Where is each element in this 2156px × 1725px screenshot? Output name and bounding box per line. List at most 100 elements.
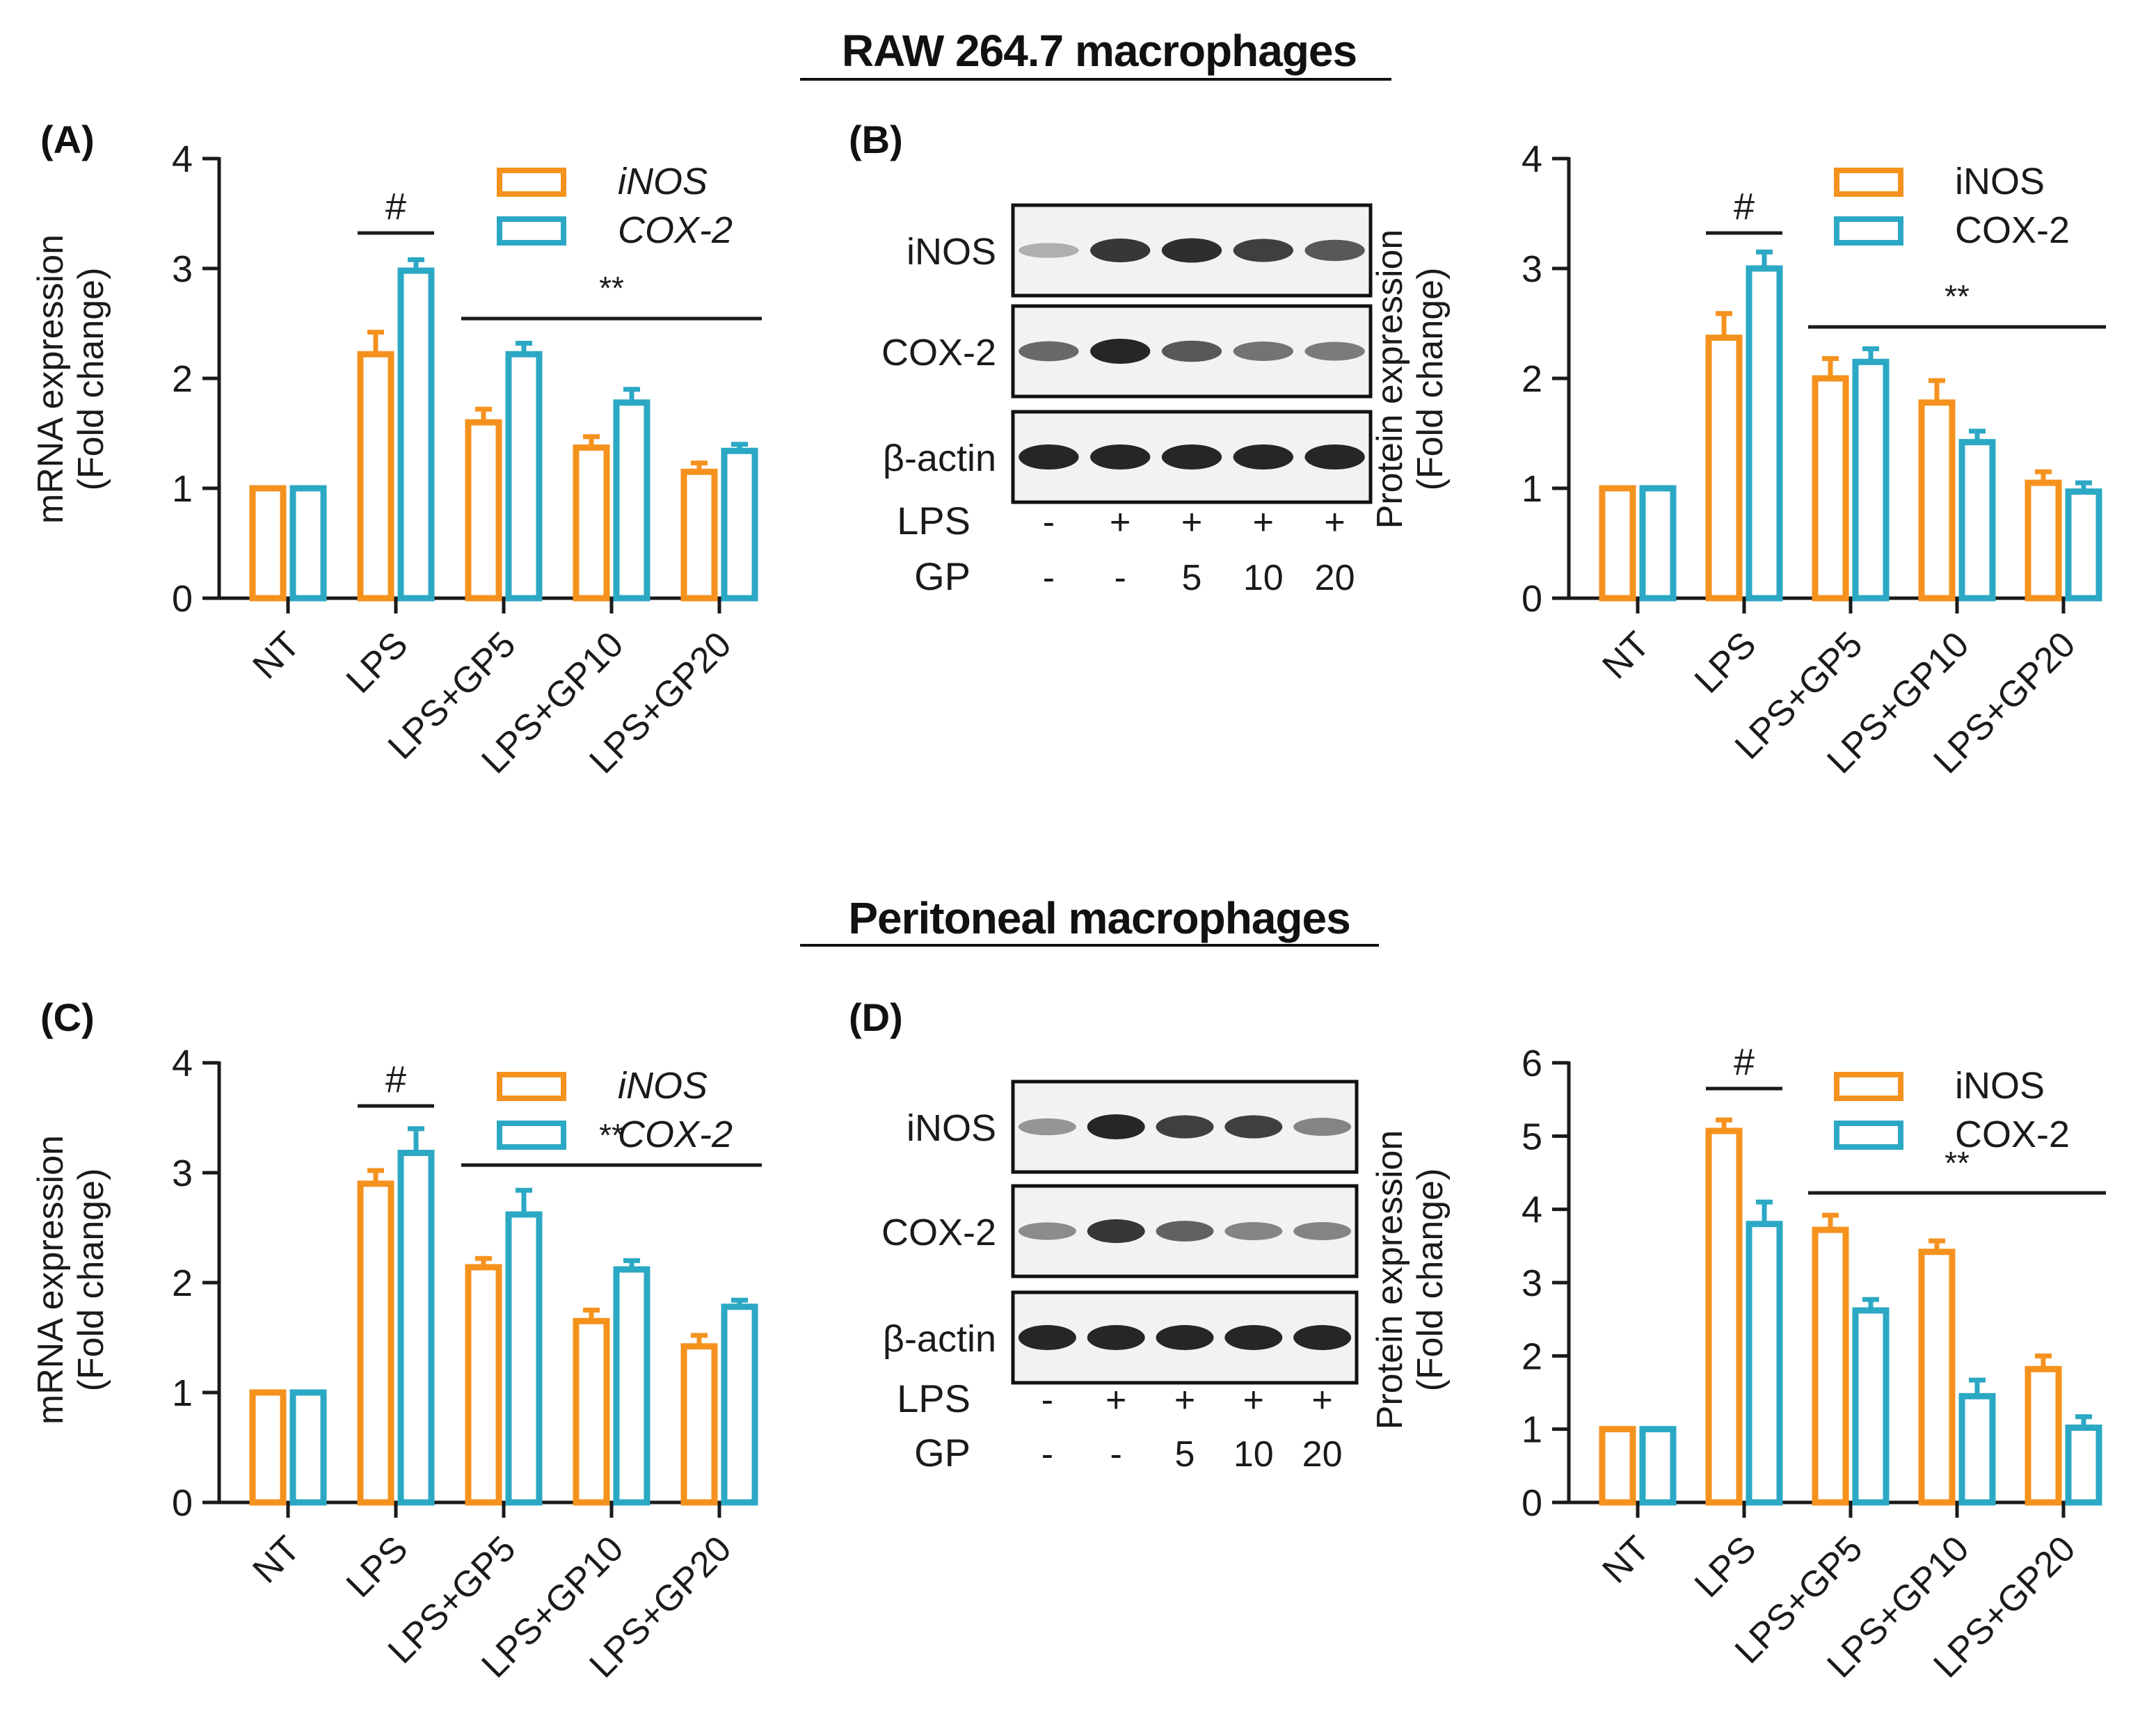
panel-label-d: (D)	[849, 995, 903, 1039]
blot-band	[1087, 1114, 1145, 1139]
chart-d: 0 1 2 3 4 5 6 Protein expression(Fold change) NT…	[1370, 1041, 2106, 1685]
treatment-value: 10	[1233, 1434, 1274, 1475]
bar-cox2-lps	[1746, 265, 1783, 602]
bar-cox2-lpsgp10	[1958, 439, 1996, 602]
y-tick-label: 2	[1522, 1335, 1542, 1377]
y-tick-label: 2	[172, 358, 193, 400]
bar-inos-lpsgp10	[1918, 1249, 1956, 1506]
y-tick-label: 3	[172, 248, 193, 290]
blot-band	[1156, 1325, 1214, 1350]
blot-band	[1090, 444, 1151, 470]
blot-row-label: COX-2	[881, 1212, 996, 1253]
legend-swatch	[497, 168, 566, 197]
bar-inos-lpsgp5	[1812, 1226, 1849, 1506]
bar-cox2-lpsgp5	[505, 1211, 543, 1506]
bar-cox2-lpsgp20	[721, 1303, 758, 1506]
blot-band	[1161, 238, 1222, 263]
y-tick-label: 1	[1522, 468, 1542, 510]
significance-hash: #	[385, 186, 406, 227]
bar-cox2-lps	[397, 1150, 435, 1506]
y-tick-label: 2	[1522, 358, 1542, 400]
treatment-value: +	[1105, 1380, 1126, 1420]
blot-band	[1018, 1118, 1076, 1136]
bar-inos-lps	[1705, 335, 1743, 602]
bar-inos-lpsgp5	[465, 419, 502, 602]
legend-label: COX-2	[1955, 209, 2070, 251]
y-tick-label: 1	[1522, 1409, 1542, 1451]
bar-inos-nt	[1599, 485, 1636, 602]
legend-swatch	[1834, 216, 1903, 246]
treatment-value: -	[1041, 1434, 1053, 1475]
bar-inos-lps	[357, 1180, 394, 1506]
bar-inos-lpsgp20	[2025, 1365, 2062, 1506]
y-tick-label: 3	[1522, 1262, 1542, 1304]
x-tick-label: NT	[245, 624, 308, 687]
y-tick-label: 5	[1522, 1116, 1542, 1157]
bar-cox2-lpsgp5	[1852, 1307, 1890, 1506]
significance-hash: #	[1734, 186, 1755, 227]
treatment-label: GP	[914, 554, 971, 598]
significance-stars: **	[1945, 1145, 1970, 1181]
blot-band	[1156, 1221, 1214, 1242]
bar-inos-lps	[357, 351, 394, 602]
legend-swatch	[497, 1072, 566, 1101]
x-tick-label: LPS	[339, 624, 416, 701]
bar-inos-lpsgp20	[2025, 479, 2062, 602]
x-tick-label: NT	[1595, 624, 1657, 687]
treatment-value: -	[1041, 1380, 1053, 1420]
bar-cox2-nt	[1639, 485, 1677, 602]
blot-band	[1304, 342, 1365, 361]
y-tick-label: 4	[172, 1043, 193, 1084]
bar-inos-lpsgp10	[1918, 399, 1956, 602]
treatment-value: 10	[1243, 558, 1284, 598]
x-tick-label: LPS	[1687, 624, 1764, 701]
bar-cox2-lpsgp10	[613, 399, 650, 602]
western-blot-b: iNOS COX-2 β-actin LPS - + + + + GP - - 5 10 20	[881, 203, 1373, 598]
treatment-label: GP	[914, 1431, 971, 1475]
blot-band	[1019, 243, 1079, 258]
blot-band	[1156, 1115, 1214, 1139]
legend-swatch	[1834, 168, 1903, 197]
treatment-value: 5	[1182, 558, 1202, 598]
legend-label: iNOS	[618, 1065, 708, 1107]
section-title-peritoneal: Peritoneal macrophages	[848, 893, 1350, 943]
blot-band	[1233, 444, 1293, 470]
bar-inos-lps	[1705, 1128, 1743, 1506]
blot-band	[1161, 444, 1222, 470]
treatment-value: +	[1181, 502, 1202, 543]
bar-inos-nt	[249, 1389, 287, 1506]
y-tick-label: 4	[1522, 1189, 1542, 1231]
x-tick-label: LPS	[339, 1528, 416, 1605]
treatment-value: +	[1311, 1380, 1332, 1420]
legend-swatch	[497, 1121, 566, 1150]
blot-row-label: iNOS	[907, 1107, 996, 1149]
blot-row-label: COX-2	[881, 332, 996, 374]
section-title-underline	[800, 78, 1391, 81]
treatment-value: 5	[1175, 1434, 1195, 1475]
panel-label-a: (A)	[40, 118, 95, 161]
x-tick-label: NT	[245, 1528, 308, 1591]
treatment-value: -	[1043, 558, 1055, 598]
y-tick-label: 6	[1522, 1043, 1542, 1084]
bar-cox2-lpsgp10	[1958, 1393, 1996, 1506]
blot-band	[1233, 239, 1293, 262]
blot-band	[1018, 1325, 1076, 1350]
section-title-raw: RAW 264.7 macrophages	[841, 26, 1357, 76]
blot-band	[1019, 444, 1079, 470]
treatment-value: -	[1043, 502, 1055, 543]
blot-band	[1304, 444, 1365, 470]
section-title-underline	[800, 944, 1379, 947]
significance-stars: **	[1945, 278, 1970, 314]
blot-row-label: iNOS	[907, 231, 996, 273]
bar-inos-lpsgp5	[465, 1264, 502, 1506]
y-tick-label: 4	[1522, 138, 1542, 180]
bar-cox2-nt	[289, 1389, 327, 1506]
blot-band	[1161, 340, 1222, 362]
legend-label: iNOS	[1955, 1065, 2045, 1107]
y-axis-label: mRNA expression(Fold change)	[31, 234, 111, 524]
treatment-value: +	[1324, 502, 1345, 543]
y-axis-label: Protein expression(Fold change)	[1370, 1130, 1451, 1430]
